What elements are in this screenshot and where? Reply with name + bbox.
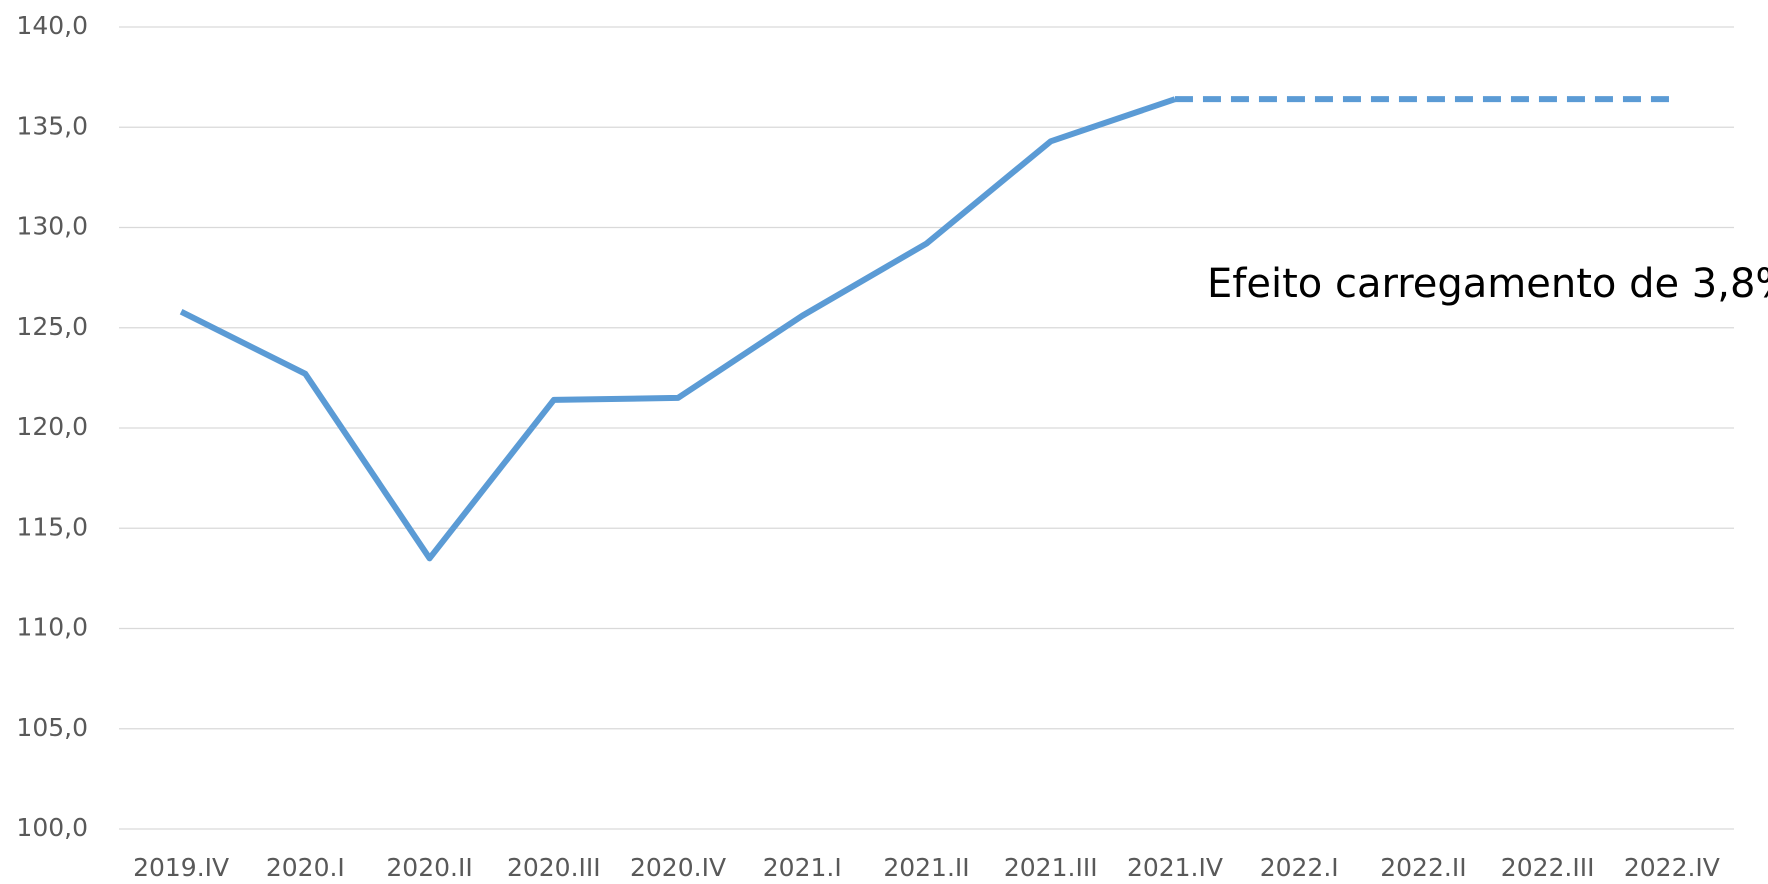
- x-tick-label: 2022.IV: [1624, 853, 1720, 882]
- x-tick-label: 2022.II: [1380, 853, 1466, 882]
- annotation: Efeito carregamento de 3,8%: [1207, 261, 1768, 307]
- x-tick-label: 2022.III: [1501, 853, 1595, 882]
- y-tick-label: 135,0: [16, 111, 88, 140]
- x-tick-label: 2020.II: [386, 853, 472, 882]
- y-tick-label: 110,0: [16, 613, 88, 642]
- x-tick-label: 2022.I: [1260, 853, 1339, 882]
- x-tick-label: 2021.I: [763, 853, 842, 882]
- y-tick-label: 130,0: [16, 212, 88, 241]
- y-tick-label: 125,0: [16, 312, 88, 341]
- x-tick-label: 2021.III: [1004, 853, 1098, 882]
- y-tick-label: 120,0: [16, 412, 88, 441]
- x-tick-label: 2020.I: [266, 853, 345, 882]
- y-tick-label: 100,0: [16, 813, 88, 842]
- x-tick-label: 2019.IV: [133, 853, 229, 882]
- x-tick-label: 2020.IV: [630, 853, 726, 882]
- y-tick-label: 105,0: [16, 713, 88, 742]
- x-tick-label: 2021.IV: [1127, 853, 1223, 882]
- x-tick-label: 2021.II: [883, 853, 969, 882]
- y-tick-label: 140,0: [16, 11, 88, 40]
- y-tick-label: 115,0: [16, 512, 88, 541]
- line-series: [179, 96, 1176, 562]
- x-tick-label: 2020.III: [507, 853, 601, 882]
